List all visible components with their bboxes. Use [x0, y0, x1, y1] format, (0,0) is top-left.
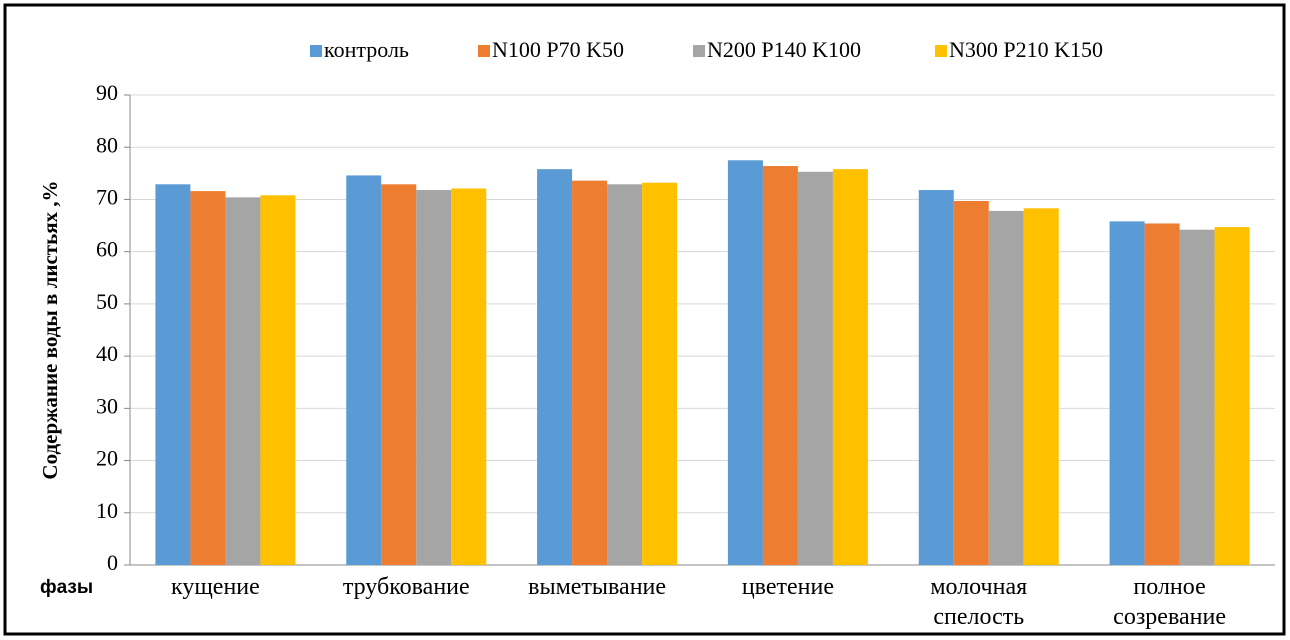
bar: [381, 184, 417, 566]
bar: [190, 191, 226, 566]
bar: [642, 182, 678, 565]
y-tick-label: 20: [96, 446, 118, 471]
bar: [727, 160, 763, 565]
bar: [918, 190, 954, 566]
bar: [797, 171, 833, 565]
x-tick-label: молочная спелость: [930, 574, 1028, 630]
x-tick-label: цветение: [741, 574, 834, 600]
bar: [1109, 221, 1145, 565]
y-tick-label: 50: [96, 289, 118, 314]
x-axis-label: фазы: [40, 577, 93, 598]
legend-label: N300 P210 K150: [949, 37, 1103, 62]
legend-label: N100 P70 K50: [492, 37, 624, 62]
y-tick-label: 60: [96, 237, 118, 262]
bar: [260, 195, 296, 565]
y-tick-label: 70: [96, 184, 118, 209]
bar: [451, 188, 487, 565]
bar: [1214, 227, 1250, 565]
x-tick-label: трубкование: [342, 574, 470, 600]
x-tick-label: полное созревание: [1113, 574, 1226, 630]
frame: [3, 3, 1286, 636]
bar: [762, 166, 798, 565]
y-axis-label: Содержание воды в листьях ,%: [38, 180, 62, 479]
y-tick-label: 0: [107, 550, 118, 575]
legend-label: контроль: [324, 37, 409, 62]
bar: [607, 184, 643, 566]
y-tick-label: 80: [96, 132, 118, 157]
bar: [416, 190, 452, 566]
x-tick-label: выметывание: [528, 574, 667, 600]
y-tick-label: 40: [96, 341, 118, 366]
legend-swatch: [310, 45, 322, 57]
bar: [988, 210, 1024, 565]
bar: [832, 169, 868, 565]
bar: [537, 169, 573, 565]
y-tick-label: 90: [96, 80, 118, 105]
legend-swatch: [478, 45, 490, 57]
bar: [572, 180, 608, 565]
x-tick-label: кущение: [171, 574, 260, 600]
bar: [953, 201, 989, 565]
bar: [155, 184, 191, 566]
bar: [1023, 208, 1059, 566]
bar: [1144, 223, 1180, 565]
legend-label: N200 P140 K100: [707, 37, 861, 62]
bar: [225, 197, 261, 565]
y-tick-label: 30: [96, 393, 118, 418]
y-tick-label: 10: [96, 498, 118, 523]
bar: [1179, 229, 1215, 565]
bar: [346, 175, 382, 565]
legend-swatch: [935, 45, 947, 57]
legend-swatch: [693, 45, 705, 57]
